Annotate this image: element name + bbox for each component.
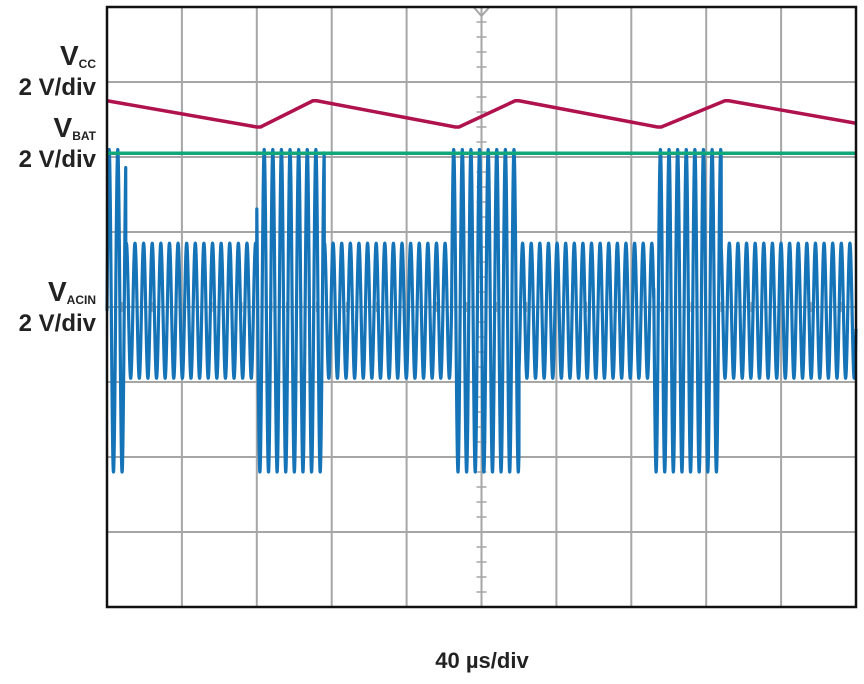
vcc-subscript: CC <box>78 57 96 71</box>
vbat-subscript: BAT <box>72 129 96 143</box>
vcc-symbol: V <box>59 40 79 71</box>
vacin-subscript: ACIN <box>66 293 96 307</box>
vcc-trace <box>106 99 857 129</box>
vbat-symbol: V <box>53 112 73 143</box>
vacin-scale: 2 V/div <box>18 310 96 337</box>
vbat-scale: 2 V/div <box>18 146 96 173</box>
vcc-label: VCC 2 V/div <box>18 42 96 101</box>
vacin-symbol: V <box>47 276 67 307</box>
plot-frame <box>105 5 858 609</box>
vacin-trace <box>105 147 858 474</box>
vacin-label: VACIN 2 V/div <box>18 278 96 337</box>
traces <box>105 99 858 474</box>
vbat-label: VBAT 2 V/div <box>18 114 96 173</box>
vcc-scale: 2 V/div <box>18 74 96 101</box>
trigger-marker <box>472 6 491 18</box>
timebase-label: 40 µs/div <box>435 648 529 673</box>
